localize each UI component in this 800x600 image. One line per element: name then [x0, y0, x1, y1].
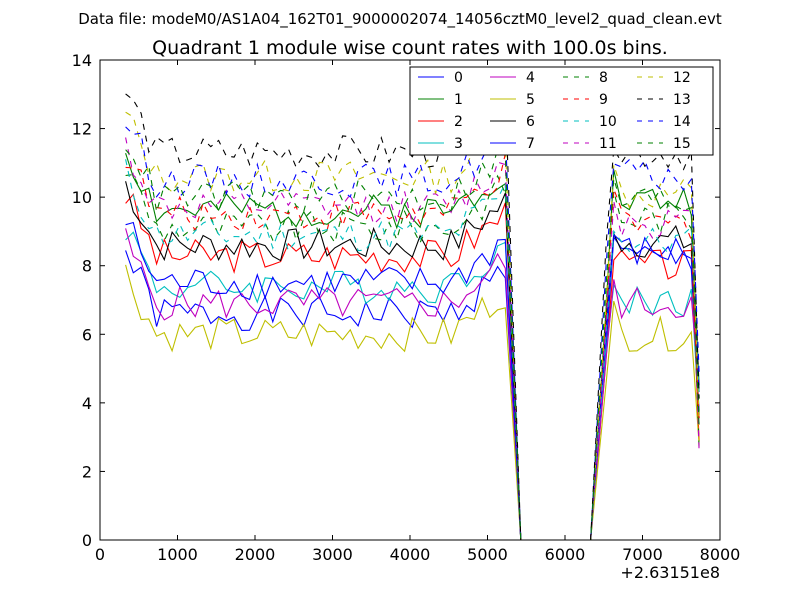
- y-tick-label: 12: [72, 120, 92, 139]
- legend-label-15: 15: [673, 136, 691, 152]
- legend-label-4: 4: [526, 70, 535, 86]
- x-tick-label: 5000: [467, 545, 508, 564]
- series-line-5: [125, 264, 700, 540]
- x-tick-label: 3000: [312, 545, 353, 564]
- y-tick-label: 0: [82, 531, 92, 550]
- series-line-13: [125, 92, 700, 540]
- legend-label-11: 11: [599, 136, 617, 152]
- y-tick-label: 2: [82, 462, 92, 481]
- x-tick-label: 0: [95, 545, 105, 564]
- legend-box: [409, 66, 714, 156]
- series-line-14: [125, 126, 700, 540]
- x-tick-label: 4000: [390, 545, 431, 564]
- legend-label-7: 7: [526, 136, 535, 152]
- x-tick-label: 7000: [622, 545, 663, 564]
- y-tick-label: 8: [82, 257, 92, 276]
- x-tick-label: 6000: [545, 545, 586, 564]
- series-line-8: [125, 174, 700, 540]
- x-tick-label: 8000: [700, 545, 741, 564]
- series-line-11: [125, 137, 700, 540]
- data-file-suptitle: Data file: modeM0/AS1A04_162T01_90000020…: [78, 10, 722, 29]
- series-line-1: [125, 153, 700, 540]
- x-tick-label: 1000: [157, 545, 198, 564]
- legend-label-0: 0: [454, 70, 463, 86]
- series-layer: [125, 92, 700, 540]
- series-line-0: [125, 235, 700, 540]
- y-tick-label: 10: [72, 188, 92, 207]
- series-line-10: [125, 159, 700, 540]
- series-line-4: [125, 228, 700, 540]
- x-tick-label: 2000: [235, 545, 276, 564]
- legend-label-3: 3: [454, 136, 463, 152]
- legend-label-5: 5: [526, 92, 535, 108]
- y-tick-label: 4: [82, 394, 92, 413]
- y-tick-label: 6: [82, 325, 92, 344]
- legend-label-12: 12: [673, 70, 691, 86]
- series-line-12: [125, 111, 700, 540]
- legend-label-2: 2: [454, 114, 463, 130]
- y-tick-label: 14: [72, 51, 92, 70]
- axis-ticks: 0 1000 2000 3000 4000 5000 6000 7000 80000246810…: [72, 51, 741, 564]
- series-line-3: [125, 231, 700, 540]
- legend-label-6: 6: [526, 114, 535, 130]
- legend-label-1: 1: [454, 92, 463, 108]
- legend-label-13: 13: [673, 92, 691, 108]
- x-axis-offset-label: +2.63151e8: [620, 563, 720, 582]
- legend-label-14: 14: [673, 114, 691, 130]
- legend-label-9: 9: [599, 92, 608, 108]
- chart-title: Quadrant 1 module wise count rates with …: [152, 37, 668, 59]
- legend-label-10: 10: [599, 114, 617, 130]
- legend-label-8: 8: [599, 70, 608, 86]
